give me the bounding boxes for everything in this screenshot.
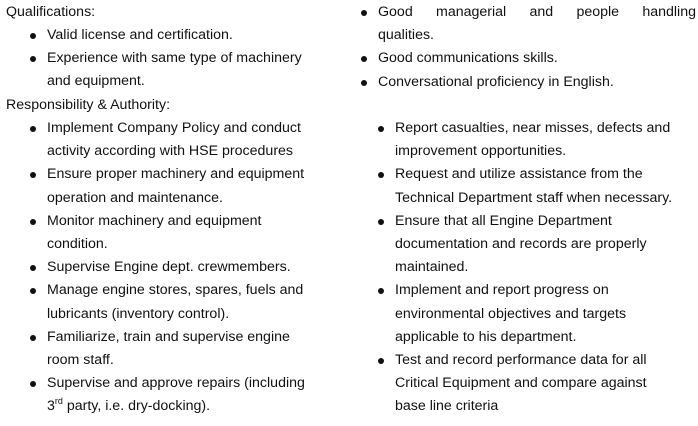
list-item-line: lubricants (inventory control). xyxy=(47,305,230,322)
list-item-line: Technical Department staff when necessar… xyxy=(395,189,673,206)
list-item-line: Test and record performance data for all xyxy=(395,352,647,369)
bullet-icon xyxy=(378,288,384,295)
qualifications-list-right: Good managerial and people handling qual… xyxy=(361,1,696,94)
list-item-line: improvement opportunities. xyxy=(395,143,567,160)
list-item: Report casualties, near misses, defects … xyxy=(378,117,698,163)
bullet-icon xyxy=(378,172,384,179)
list-item: Ensure that all Engine Department docume… xyxy=(378,210,698,280)
list-item-line: Experience with same type of machinery xyxy=(47,50,302,67)
list-item-line: base line criteria xyxy=(395,398,499,415)
list-item: Implement Company Policy and conduct act… xyxy=(30,117,337,163)
list-item-line: activity according with HSE procedures xyxy=(47,143,294,160)
list-item-line: and equipment. xyxy=(47,73,145,90)
ordinal-number: 3 xyxy=(47,398,55,415)
bullet-icon xyxy=(30,126,36,132)
list-item-line: maintained. xyxy=(395,259,469,276)
list-item-line: qualities. xyxy=(378,27,434,44)
list-item-line: condition. xyxy=(47,236,108,253)
list-item-line: Ensure that all Engine Department xyxy=(395,212,612,229)
responsibility-list-right: Report casualties, near misses, defects … xyxy=(378,117,698,419)
list-item-line: Supervise Engine dept. crewmembers. xyxy=(47,259,291,276)
bullet-icon xyxy=(361,10,367,16)
qualifications-list-left: Valid license and certification. Experie… xyxy=(30,24,317,94)
list-item-line: applicable to his department. xyxy=(395,328,577,345)
list-item-line: documentation and records are properly xyxy=(395,236,647,253)
list-item: Valid license and certification. xyxy=(30,24,317,47)
list-item-line: 3rd party, i.e. dry-docking). xyxy=(47,395,337,418)
list-item: Supervise Engine dept. crewmembers. xyxy=(30,256,337,279)
list-item: Implement and report progress on environ… xyxy=(378,279,698,349)
bullet-icon xyxy=(30,334,36,341)
list-item: Monitor machinery and equipment conditio… xyxy=(30,210,337,256)
list-item-line: Implement and report progress on xyxy=(395,282,609,299)
bullet-icon xyxy=(361,56,367,63)
list-item-line: operation and maintenance. xyxy=(47,189,223,206)
list-item: Manage engine stores, spares, fuels and … xyxy=(30,279,337,325)
list-item-line: Monitor machinery and equipment xyxy=(47,212,262,229)
list-item-line: room staff. xyxy=(47,352,114,369)
list-item-line: Manage engine stores, spares, fuels and xyxy=(47,282,304,299)
list-item: Conversational proficiency in English. xyxy=(361,71,696,94)
list-item-line: Good managerial and people handling xyxy=(378,4,696,20)
list-item-line: Supervise and approve repairs (including xyxy=(47,375,305,392)
list-item: Ensure proper machinery and equipment op… xyxy=(30,163,337,209)
responsibility-heading: Responsibility & Authority: xyxy=(6,97,171,113)
bullet-icon xyxy=(30,33,36,39)
list-item-line-rest: party, i.e. dry-docking). xyxy=(62,398,211,415)
list-item: Good communications skills. xyxy=(361,47,696,70)
list-item-line: Valid license and certification. xyxy=(47,27,233,43)
bullet-icon xyxy=(30,172,36,179)
bullet-icon xyxy=(30,218,36,225)
list-item-line: environmental objectives and targets xyxy=(395,305,627,322)
list-item: Experience with same type of machinery a… xyxy=(30,47,317,93)
bullet-icon xyxy=(378,358,384,365)
list-item-line: Request and utilize assistance from the xyxy=(395,166,643,183)
list-item-line: Familiarize, train and supervise engine xyxy=(47,328,290,345)
bullet-icon xyxy=(30,288,36,295)
bullet-icon xyxy=(30,265,36,272)
list-item-line: Ensure proper machinery and equipment xyxy=(47,166,305,183)
bullet-icon xyxy=(30,381,36,388)
list-item: Test and record performance data for all… xyxy=(378,349,698,419)
bullet-icon xyxy=(30,56,36,63)
list-item: Request and utilize assistance from the … xyxy=(378,163,698,209)
list-item-line: Critical Equipment and compare against xyxy=(395,375,647,392)
qualifications-heading: Qualifications: xyxy=(6,4,96,20)
list-item-line: Good communications skills. xyxy=(378,50,558,67)
list-item: Good managerial and people handling qual… xyxy=(361,1,696,47)
bullet-icon xyxy=(378,218,384,225)
list-item: Familiarize, train and supervise engine … xyxy=(30,326,337,372)
bullet-icon xyxy=(378,126,384,132)
list-item-line: Implement Company Policy and conduct xyxy=(47,120,301,136)
ordinal-suffix: rd xyxy=(54,395,63,406)
list-item-line: Report casualties, near misses, defects … xyxy=(395,120,671,136)
bullet-icon xyxy=(361,79,367,86)
list-item-line: Conversational proficiency in English. xyxy=(378,73,614,90)
responsibility-list-left: Implement Company Policy and conduct act… xyxy=(30,117,337,419)
list-item: Supervise and approve repairs (including… xyxy=(30,372,337,418)
